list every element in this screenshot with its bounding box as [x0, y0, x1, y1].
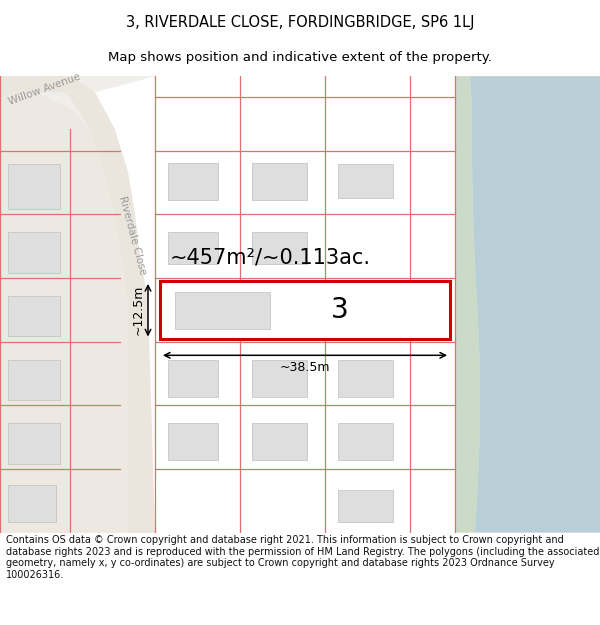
Bar	[168, 423, 218, 461]
Bar	[252, 423, 307, 461]
Text: Contains OS data © Crown copyright and database right 2021. This information is : Contains OS data © Crown copyright and d…	[6, 535, 599, 580]
Polygon shape	[45, 76, 155, 532]
Polygon shape	[0, 76, 70, 98]
Bar	[338, 359, 393, 397]
Bar	[338, 423, 393, 461]
Text: Map shows position and indicative extent of the property.: Map shows position and indicative extent…	[108, 51, 492, 64]
Bar	[8, 296, 60, 336]
Text: ~38.5m: ~38.5m	[280, 361, 330, 374]
Bar	[8, 232, 60, 272]
Bar	[155, 76, 455, 532]
Text: ~12.5m: ~12.5m	[132, 285, 145, 336]
Bar	[338, 164, 393, 198]
Polygon shape	[0, 76, 155, 532]
Bar	[252, 163, 307, 201]
Bar	[8, 485, 56, 522]
Bar	[8, 164, 60, 209]
Bar	[8, 423, 60, 464]
Bar	[160, 281, 450, 339]
Text: Willow Avenue: Willow Avenue	[8, 71, 82, 107]
Bar	[252, 359, 307, 397]
Bar	[252, 232, 307, 264]
Text: ~457m²/~0.113ac.: ~457m²/~0.113ac.	[170, 248, 371, 268]
Text: 3: 3	[331, 296, 349, 324]
Polygon shape	[470, 76, 600, 532]
Polygon shape	[0, 76, 95, 92]
Polygon shape	[95, 76, 455, 532]
Bar	[8, 359, 60, 400]
Bar	[168, 359, 218, 397]
Bar	[338, 490, 393, 522]
Text: Riverdale Close: Riverdale Close	[116, 195, 148, 276]
Polygon shape	[455, 76, 480, 532]
Text: 3, RIVERDALE CLOSE, FORDINGBRIDGE, SP6 1LJ: 3, RIVERDALE CLOSE, FORDINGBRIDGE, SP6 1…	[126, 16, 474, 31]
Bar	[168, 232, 218, 264]
Bar	[175, 292, 270, 329]
Bar	[168, 163, 218, 201]
